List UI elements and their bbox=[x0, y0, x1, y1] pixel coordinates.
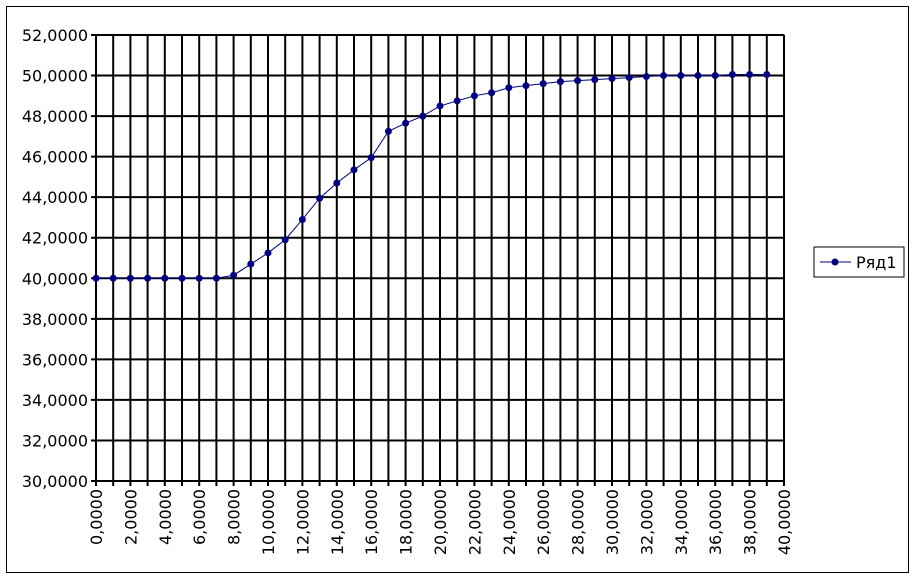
x-tick-label: 6,0000 bbox=[190, 489, 209, 545]
x-tick-label: 26,0000 bbox=[534, 489, 553, 555]
data-point bbox=[763, 71, 771, 79]
data-point bbox=[591, 76, 599, 84]
data-point bbox=[470, 92, 478, 100]
data-point bbox=[195, 274, 203, 282]
legend: Ряд1 bbox=[813, 246, 905, 278]
x-axis-ticks: 0,0000 2,0000 4,0000 6,0000 8,0000 10,0000 12,… bbox=[87, 489, 794, 555]
y-tick-label: 34,0000 bbox=[22, 391, 88, 410]
data-point bbox=[728, 71, 736, 79]
y-tick-label: 50,0000 bbox=[22, 67, 88, 86]
x-tick-label: 28,0000 bbox=[569, 489, 588, 555]
x-tick-label: 0,0000 bbox=[87, 489, 106, 545]
x-tick-label: 4,0000 bbox=[156, 489, 175, 545]
x-tick-label: 32,0000 bbox=[637, 489, 656, 555]
x-tick-label: 8,0000 bbox=[225, 489, 244, 545]
data-point bbox=[505, 84, 513, 92]
data-point bbox=[247, 260, 255, 268]
x-tick-label: 38,0000 bbox=[741, 489, 760, 555]
data-point bbox=[453, 97, 461, 105]
x-tick-label: 22,0000 bbox=[465, 489, 484, 555]
x-tick-label: 24,0000 bbox=[500, 489, 519, 555]
data-point bbox=[574, 77, 582, 85]
data-point bbox=[436, 102, 444, 110]
data-point bbox=[281, 236, 289, 244]
data-point bbox=[144, 274, 152, 282]
data-point bbox=[350, 166, 358, 174]
y-axis-ticks: 30,0000 32,0000 34,0000 36,0000 38,0000 40,00… bbox=[22, 26, 88, 491]
data-point bbox=[92, 274, 100, 282]
legend-marker bbox=[831, 258, 839, 266]
x-tick-label: 20,0000 bbox=[431, 489, 450, 555]
x-tick-label: 14,0000 bbox=[328, 489, 347, 555]
data-point bbox=[212, 274, 220, 282]
data-point bbox=[316, 194, 324, 202]
data-point bbox=[402, 119, 410, 127]
data-point bbox=[161, 274, 169, 282]
data-point bbox=[178, 274, 186, 282]
x-tick-label: 12,0000 bbox=[293, 489, 312, 555]
data-point bbox=[711, 72, 719, 80]
series bbox=[92, 71, 771, 282]
data-point bbox=[608, 75, 616, 83]
data-point bbox=[488, 89, 496, 97]
data-point bbox=[677, 72, 685, 80]
y-tick-label: 40,0000 bbox=[22, 269, 88, 288]
x-tick-label: 30,0000 bbox=[603, 489, 622, 555]
y-tick-label: 48,0000 bbox=[22, 107, 88, 126]
y-tick-label: 46,0000 bbox=[22, 148, 88, 167]
x-tick-label: 34,0000 bbox=[672, 489, 691, 555]
data-point bbox=[298, 215, 306, 223]
y-tick-label: 36,0000 bbox=[22, 350, 88, 369]
data-point bbox=[419, 112, 427, 120]
data-point bbox=[264, 249, 272, 257]
data-point bbox=[642, 73, 650, 81]
data-point bbox=[746, 71, 754, 79]
series-line bbox=[96, 74, 767, 279]
x-tick-label: 2,0000 bbox=[121, 489, 140, 545]
y-tick-label: 44,0000 bbox=[22, 188, 88, 207]
x-tick-label: 18,0000 bbox=[397, 489, 416, 555]
data-point bbox=[522, 82, 530, 90]
data-point bbox=[539, 80, 547, 88]
data-point bbox=[384, 127, 392, 135]
x-tick-label: 36,0000 bbox=[706, 489, 725, 555]
data-point bbox=[625, 74, 633, 82]
data-point bbox=[556, 78, 564, 86]
y-tick-label: 42,0000 bbox=[22, 229, 88, 248]
x-tick-label: 40,0000 bbox=[775, 489, 794, 555]
data-point bbox=[367, 154, 375, 162]
chart-frame bbox=[6, 6, 909, 573]
legend-label: Ряд1 bbox=[856, 253, 897, 272]
y-tick-label: 32,0000 bbox=[22, 431, 88, 450]
x-tick-label: 16,0000 bbox=[362, 489, 381, 555]
data-point bbox=[660, 72, 668, 80]
x-tick-label: 10,0000 bbox=[259, 489, 278, 555]
y-tick-label: 38,0000 bbox=[22, 310, 88, 329]
grid bbox=[91, 34, 785, 486]
y-tick-label: 52,0000 bbox=[22, 26, 88, 45]
data-point bbox=[333, 179, 341, 187]
y-tick-label: 30,0000 bbox=[22, 472, 88, 491]
data-point bbox=[126, 274, 134, 282]
data-point bbox=[109, 274, 117, 282]
data-point bbox=[230, 271, 238, 279]
data-point bbox=[694, 72, 702, 80]
